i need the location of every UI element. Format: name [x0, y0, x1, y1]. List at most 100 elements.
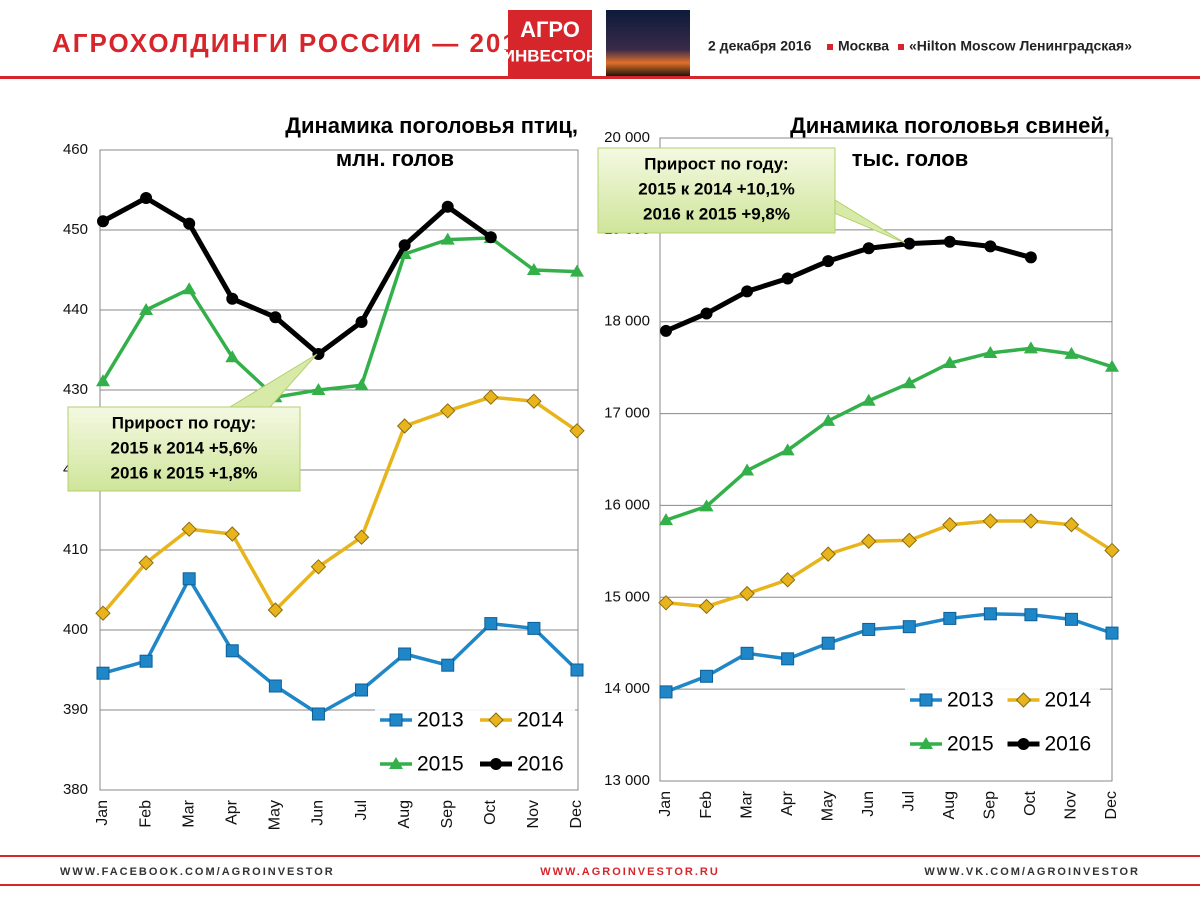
- footer-link: WWW.AGROINVESTOR.RU: [540, 866, 720, 878]
- marker: [483, 389, 499, 405]
- marker: [861, 393, 876, 406]
- marker: [1023, 341, 1038, 354]
- marker: [182, 282, 197, 295]
- marker: [862, 242, 875, 255]
- chart: 380390400410420430440450460JanFebMarAprM…: [63, 141, 585, 830]
- x-tick-label: Sep: [982, 791, 999, 820]
- marker: [698, 598, 715, 615]
- marker: [311, 383, 326, 395]
- y-tick-label: 16 000: [604, 496, 650, 513]
- marker: [1105, 359, 1119, 372]
- marker: [919, 693, 933, 707]
- marker: [389, 713, 403, 727]
- x-tick-label: Nov: [525, 800, 542, 828]
- y-tick-label: 15 000: [604, 588, 650, 605]
- marker: [1015, 692, 1032, 708]
- x-tick-label: Feb: [137, 800, 154, 828]
- marker: [140, 192, 153, 204]
- x-tick-label: Jun: [860, 791, 877, 817]
- marker: [396, 418, 413, 434]
- separator: [827, 44, 833, 50]
- annotation: 2015 к 2014 +10,1%: [638, 179, 794, 198]
- x-tick-label: Oct: [482, 799, 499, 824]
- marker: [1017, 738, 1030, 750]
- marker: [490, 758, 502, 770]
- marker: [780, 443, 795, 456]
- marker: [740, 463, 755, 476]
- footer-link: WWW.VK.COM/AGROINVESTOR: [924, 866, 1140, 878]
- series-line: [101, 236, 578, 399]
- marker: [355, 683, 369, 697]
- logo-text: ИНВЕСТОР: [503, 46, 598, 65]
- legend-label: 2014: [1045, 689, 1092, 712]
- marker: [354, 378, 369, 391]
- marker: [942, 356, 957, 369]
- marker: [267, 602, 284, 618]
- annotation: 2015 к 2014 +5,6%: [111, 438, 258, 457]
- footer-rule: [0, 855, 1200, 857]
- marker: [310, 559, 327, 575]
- legend-label: 2016: [1045, 733, 1092, 756]
- marker: [138, 555, 154, 571]
- series-line: [101, 195, 493, 357]
- marker: [739, 585, 755, 602]
- marker: [659, 513, 673, 526]
- x-tick-label: Jul: [900, 791, 917, 811]
- marker: [901, 532, 917, 549]
- marker: [398, 239, 411, 252]
- marker: [484, 617, 498, 631]
- x-tick-label: Jan: [94, 800, 111, 826]
- x-tick-label: Oct: [1022, 790, 1039, 815]
- legend-label: 2014: [517, 709, 564, 732]
- marker: [700, 307, 713, 320]
- marker: [658, 595, 674, 611]
- marker: [484, 231, 497, 244]
- logo-image: [606, 10, 690, 76]
- x-tick-label: Jan: [657, 791, 674, 817]
- x-tick-label: Dec: [568, 800, 585, 828]
- logo-box: [508, 10, 592, 76]
- marker: [226, 292, 239, 305]
- marker: [225, 644, 239, 658]
- marker: [355, 316, 368, 328]
- footer-rule: [0, 884, 1200, 886]
- legend-label: 2013: [417, 709, 464, 732]
- marker: [570, 264, 584, 277]
- marker: [779, 572, 796, 588]
- series-line: [665, 346, 1113, 522]
- series-line: [101, 395, 578, 615]
- marker: [182, 572, 196, 586]
- y-tick-label: 18 000: [604, 313, 650, 330]
- header-title: АГРОХОЛДИНГИ РОССИИ — 2016: [52, 28, 535, 58]
- x-tick-label: Jul: [353, 800, 370, 820]
- marker: [95, 605, 111, 621]
- marker: [820, 546, 836, 562]
- marker: [1064, 346, 1079, 359]
- chart-title: тыс. голов: [852, 146, 968, 171]
- marker: [569, 423, 585, 439]
- x-tick-label: May: [267, 800, 284, 830]
- x-tick-label: Dec: [1103, 791, 1120, 819]
- marker: [660, 324, 672, 337]
- marker: [96, 666, 110, 680]
- marker: [526, 263, 541, 275]
- marker: [311, 707, 325, 721]
- marker: [1023, 513, 1039, 529]
- marker: [96, 374, 110, 387]
- marker: [903, 237, 916, 250]
- marker: [984, 240, 997, 253]
- marker: [1064, 612, 1078, 626]
- marker: [781, 652, 795, 666]
- marker: [1104, 542, 1120, 559]
- y-tick-label: 430: [63, 381, 88, 398]
- marker: [902, 376, 917, 389]
- marker: [659, 685, 673, 699]
- x-tick-label: Mar: [180, 799, 197, 827]
- marker: [943, 235, 956, 248]
- event-date: 2 декабря 2016: [708, 38, 812, 54]
- marker: [224, 526, 240, 542]
- callout-box: [597, 147, 836, 234]
